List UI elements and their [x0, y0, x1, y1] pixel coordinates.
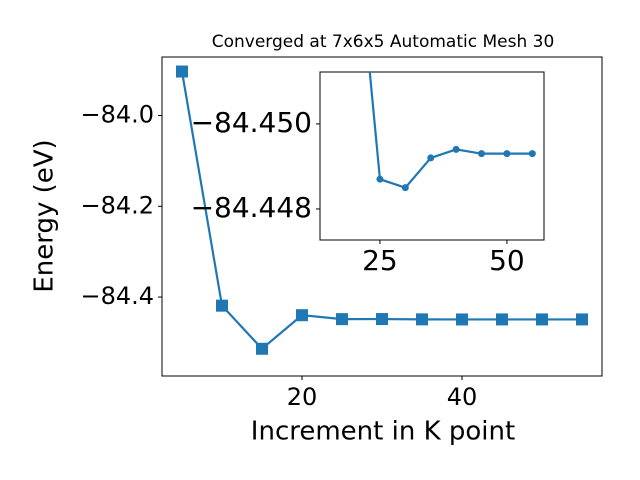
y-tick-label: −84.0: [80, 101, 154, 129]
series-group: [176, 65, 588, 355]
marker: [336, 313, 348, 326]
x-tick-label: 25: [362, 244, 398, 277]
marker: [376, 313, 388, 326]
marker: [528, 150, 536, 158]
marker: [176, 65, 188, 78]
marker: [452, 145, 460, 153]
marker: [478, 150, 486, 158]
chart-title: Converged at 7x6x5 Automatic Mesh 30: [212, 32, 555, 52]
marker: [456, 313, 468, 326]
marker: [536, 313, 548, 326]
marker: [401, 184, 409, 192]
y-tick-label: −84.2: [80, 191, 154, 219]
x-tick-label: 40: [447, 383, 478, 411]
y-axis-label: Energy (eV): [30, 139, 60, 292]
marker: [416, 313, 428, 326]
marker: [496, 313, 508, 326]
marker: [216, 299, 228, 312]
marker: [427, 154, 435, 162]
series-group: [368, 72, 536, 192]
y-tick-label: −84.450: [191, 106, 312, 139]
line: [368, 72, 533, 189]
y-tick-label: −84.4: [80, 282, 154, 310]
marker: [376, 175, 384, 183]
x-tick-label: 50: [489, 244, 525, 277]
marker: [256, 342, 268, 355]
y-tick-label: −84.448: [191, 191, 312, 224]
marker: [296, 309, 308, 322]
marker: [576, 313, 588, 326]
marker: [503, 150, 511, 158]
x-axis-label: Increment in K point: [251, 417, 515, 447]
x-tick-label: 20: [287, 383, 318, 411]
